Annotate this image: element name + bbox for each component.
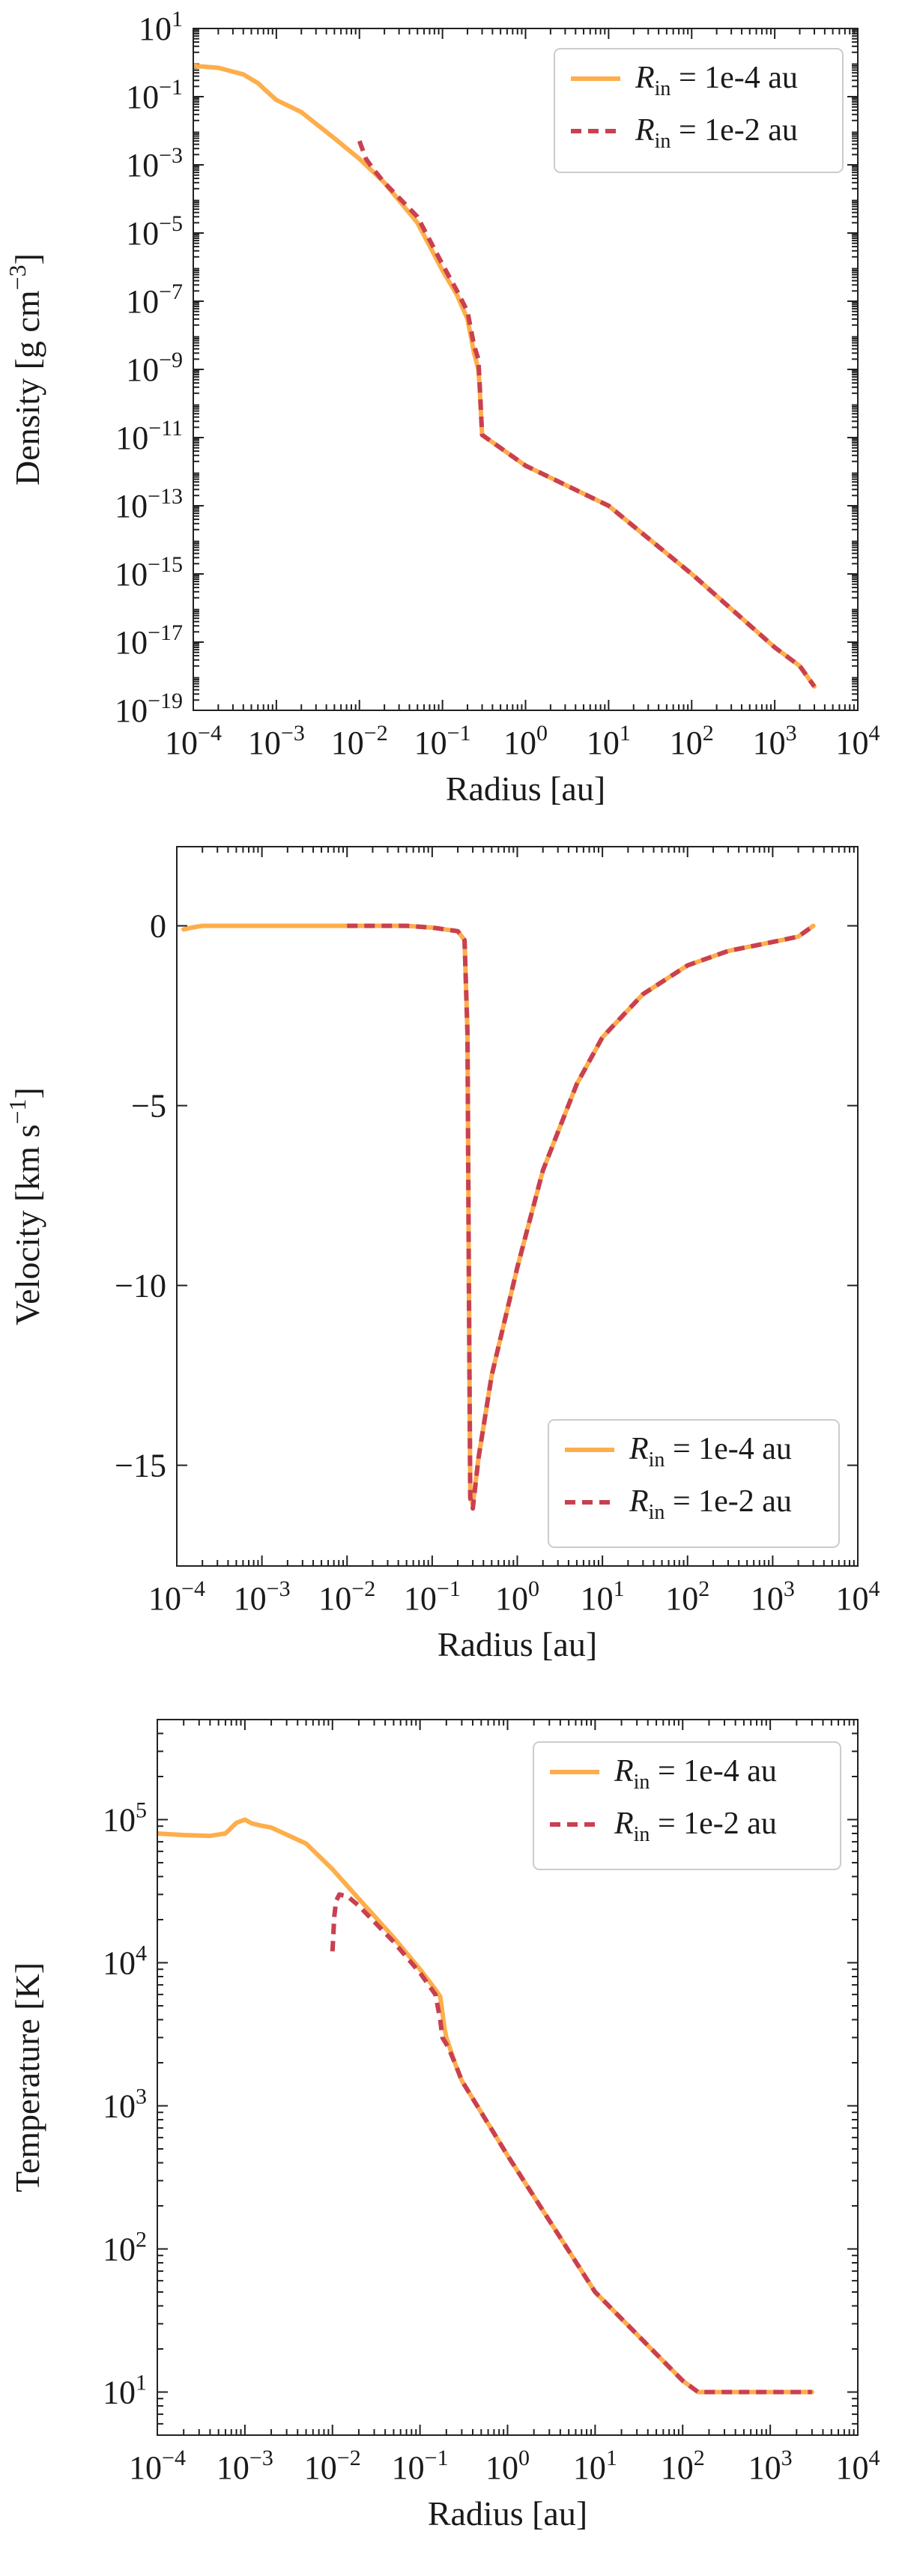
x-tick-label: 104	[836, 1576, 880, 1617]
y-tick-label: 101	[139, 7, 183, 47]
y-tick-label: −15	[115, 1448, 166, 1484]
y-tick-label: −10	[115, 1268, 166, 1304]
legend-box	[548, 1419, 840, 1548]
legend-entry-label: Rin = 1e-4 au	[635, 61, 798, 100]
plot-frame	[193, 28, 859, 711]
y-tick-label: 101	[103, 2371, 147, 2411]
chart-panel-1: 10−4 10−3 10−2 10−1 100 101 102 103 104 10−19 10−1…	[4, 7, 880, 808]
series-line-rin-1e-2	[330, 1892, 812, 2395]
legend-entry-label: Rin = 1e-4 au	[614, 1754, 777, 1794]
y-tick-label: 10−7	[126, 279, 183, 320]
y-tick-label: 10−9	[126, 348, 183, 388]
legend: Rin = 1e-4 au Rin = 1e-2 au	[533, 1741, 841, 1870]
x-tick-label: 10−2	[318, 1576, 375, 1617]
x-tick-label: 10−4	[165, 721, 222, 761]
y-tick-label: 10−13	[115, 484, 183, 524]
x-tick-label: 101	[573, 2446, 617, 2486]
x-axis-label: Radius [au]	[438, 1625, 597, 1663]
legend-entry-label: Rin = 1e-2 au	[635, 113, 798, 153]
legend-entry-label: Rin = 1e-2 au	[629, 1484, 792, 1524]
y-tick-label: 10−19	[115, 689, 183, 729]
y-tick-label: 10−1	[126, 75, 183, 115]
y-tick-label: 0	[150, 908, 166, 945]
x-tick-label: 10−3	[248, 721, 305, 761]
x-tick-label: 101	[581, 1576, 625, 1617]
y-tick-label: 10−15	[115, 552, 183, 593]
y-tick-label: 104	[103, 1941, 147, 1982]
x-tick-label: 100	[495, 1576, 539, 1617]
x-tick-label: 10−2	[304, 2446, 361, 2486]
x-axis-label: Radius [au]	[446, 770, 605, 808]
x-axis-label: Radius [au]	[428, 2494, 587, 2533]
x-tick-label: 104	[836, 2446, 880, 2486]
y-axis-label: Velocity [km s−1]	[4, 1087, 46, 1325]
y-tick-label: 103	[103, 2084, 147, 2125]
series-line-rin-1e-2	[357, 140, 817, 688]
y-tick-label: 10−11	[115, 416, 183, 456]
x-tick-label: 102	[670, 721, 714, 761]
legend-box	[533, 1741, 841, 1870]
y-axis-label: Density [g cm−3]	[4, 253, 46, 486]
y-tick-label: 102	[103, 2228, 147, 2268]
x-tick-label: 103	[748, 2446, 793, 2486]
y-tick-label: 10−5	[126, 211, 183, 252]
y-tick-label: 10−3	[126, 143, 183, 184]
legend: Rin = 1e-4 au Rin = 1e-2 au	[548, 1419, 840, 1548]
x-tick-label: 101	[587, 721, 631, 761]
legend-entry-label: Rin = 1e-2 au	[614, 1806, 777, 1846]
y-tick-label: 105	[103, 1798, 147, 1839]
x-tick-label: 10−4	[148, 1576, 205, 1617]
legend: Rin = 1e-4 au Rin = 1e-2 au	[554, 48, 844, 173]
x-tick-label: 10−1	[404, 1576, 461, 1617]
x-tick-label: 10−4	[129, 2446, 186, 2486]
x-tick-label: 100	[503, 721, 548, 761]
legend-box	[554, 48, 844, 173]
x-tick-label: 10−1	[414, 721, 471, 761]
y-axis-label: Temperature [K]	[8, 1962, 46, 2192]
x-tick-label: 10−2	[331, 721, 388, 761]
chart-panel-2: 10−4 10−3 10−2 10−1 100 101 102 103 104 −15 −10 −5 0…	[4, 846, 880, 1663]
x-tick-label: 10−3	[217, 2446, 273, 2486]
chart-panel-3: 10−4 10−3 10−2 10−1 100 101 102 103 104 101 102 103…	[8, 1719, 880, 2533]
x-tick-label: 10−3	[234, 1576, 291, 1617]
legend-entry-label: Rin = 1e-4 au	[629, 1432, 792, 1472]
plot-frame	[157, 1719, 859, 2436]
x-tick-label: 103	[753, 721, 797, 761]
x-tick-label: 104	[836, 721, 880, 761]
series-line-rin-1e-4	[181, 923, 816, 1508]
x-tick-label: 10−1	[392, 2446, 449, 2486]
plot-frame	[176, 846, 859, 1567]
y-tick-label: 10−17	[115, 620, 183, 661]
x-tick-label: 103	[751, 1576, 795, 1617]
y-tick-label: −5	[131, 1088, 166, 1125]
series-line-rin-1e-4	[157, 1817, 814, 2395]
x-tick-label: 100	[485, 2446, 530, 2486]
x-tick-label: 102	[661, 2446, 705, 2486]
x-tick-label: 102	[665, 1576, 709, 1617]
